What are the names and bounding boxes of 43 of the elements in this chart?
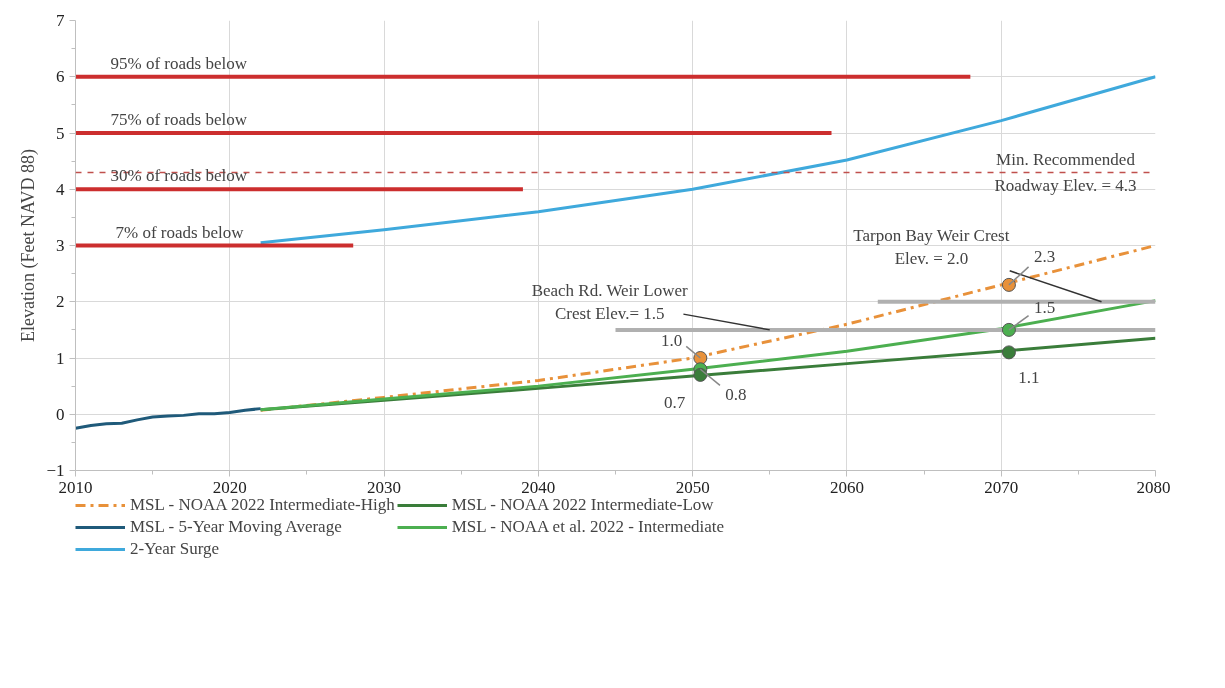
legend-label: MSL - NOAA 2022 Intermediate-High <box>130 495 395 515</box>
line-series <box>75 407 263 430</box>
y-tick-label: 4 <box>56 179 65 199</box>
legend-label: MSL - NOAA et al. 2022 - Intermediate <box>451 517 724 537</box>
point <box>1001 322 1016 337</box>
y-tick-label: 1 <box>56 348 65 368</box>
x-tick-label: 2070 <box>984 477 1019 497</box>
line-series <box>259 299 1156 412</box>
annotation: 0.8 <box>725 384 747 404</box>
annotation: 95% of roads below <box>110 53 248 73</box>
y-tick-label: 6 <box>56 67 65 87</box>
x-tick-label: 2030 <box>367 477 402 497</box>
point <box>1001 277 1016 292</box>
x-tick-label: 2010 <box>58 477 93 497</box>
annotation: Tarpon Bay Weir Crest Elev. = 2.0 <box>853 225 1010 268</box>
legend-label: MSL - NOAA 2022 Intermediate-Low <box>451 495 714 515</box>
y-tick-label: 5 <box>56 123 65 143</box>
point <box>1001 345 1016 360</box>
ref-line-label: Min. Recommended Roadway Elev. = 4.3 <box>994 149 1137 196</box>
x-tick-label: 2060 <box>829 477 864 497</box>
x-tick-label: 2020 <box>212 477 247 497</box>
y-tick-label: 3 <box>56 236 65 255</box>
annotation: 1.5 <box>1033 298 1056 318</box>
annotation: 7% of roads below <box>115 222 245 242</box>
point <box>693 367 708 382</box>
legend-label: 2-Year Surge <box>130 539 220 559</box>
annotation: 1.0 <box>661 330 683 350</box>
annotation: 75% of roads below <box>110 110 248 129</box>
x-tick-label: 2080 <box>1136 477 1171 497</box>
legend-label: MSL - 5-Year Moving Average <box>130 517 342 537</box>
annotation: 30% of roads below <box>110 166 248 186</box>
y-tick-label: 0 <box>56 404 65 424</box>
annotation: Beach Rd. Weir Lower Crest Elev.= 1.5 <box>531 280 688 323</box>
annotation: 2.3 <box>1033 247 1056 267</box>
line-series <box>259 75 1156 245</box>
annotation: 0.7 <box>664 392 686 412</box>
y-axis-title: Elevation (Feet NAVD 88) <box>18 148 40 343</box>
x-tick-label: 2050 <box>675 477 710 497</box>
y-tick-label: 7 <box>56 11 65 30</box>
y-tick-label: 2 <box>56 292 65 312</box>
y-tick-label: −1 <box>46 461 65 480</box>
x-tick-label: 2040 <box>521 477 556 497</box>
annotation: 1.1 <box>1018 368 1040 388</box>
